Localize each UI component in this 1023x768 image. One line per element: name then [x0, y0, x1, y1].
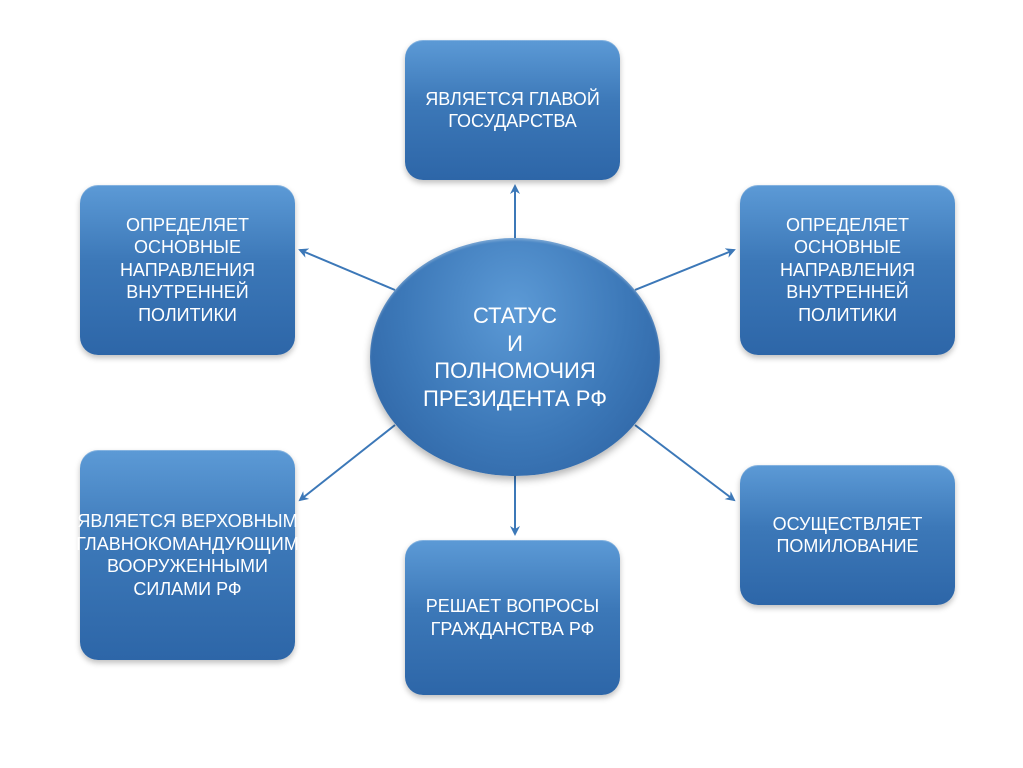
center-node: СТАТУСИПОЛНОМОЧИЯ ПРЕЗИДЕНТА РФ	[370, 238, 660, 476]
node-label: РЕШАЕТ ВОПРОСЫ ГРАЖДАНСТВА РФ	[413, 595, 612, 640]
node-lower-left: ЯВЛЯЕТСЯ ВЕРХОВНЫМ ГЛАВНОКОМАНДУЮЩИМ ВОО…	[80, 450, 295, 660]
node-upper-left: ОПРЕДЕЛЯЕТ ОСНОВНЫЕ НАПРАВЛЕНИЯ ВНУТРЕНН…	[80, 185, 295, 355]
connector-arrow	[635, 250, 734, 290]
node-upper-right: ОПРЕДЕЛЯЕТ ОСНОВНЫЕ НАПРАВЛЕНИЯ ВНУТРЕНН…	[740, 185, 955, 355]
node-top: ЯВЛЯЕТСЯ ГЛАВОЙ ГОСУДАРСТВА	[405, 40, 620, 180]
connector-arrow	[635, 425, 734, 500]
node-label: ОСУЩЕСТВЛЯЕТ ПОМИЛОВАНИЕ	[748, 513, 947, 558]
node-label: ЯВЛЯЕТСЯ ГЛАВОЙ ГОСУДАРСТВА	[413, 88, 612, 133]
connector-arrow	[300, 250, 395, 290]
node-label: ОПРЕДЕЛЯЕТ ОСНОВНЫЕ НАПРАВЛЕНИЯ ВНУТРЕНН…	[88, 214, 287, 327]
connector-arrow	[300, 425, 395, 500]
node-bottom: РЕШАЕТ ВОПРОСЫ ГРАЖДАНСТВА РФ	[405, 540, 620, 695]
node-label: ЯВЛЯЕТСЯ ВЕРХОВНЫМ ГЛАВНОКОМАНДУЮЩИМ ВОО…	[76, 510, 299, 600]
node-label: ОПРЕДЕЛЯЕТ ОСНОВНЫЕ НАПРАВЛЕНИЯ ВНУТРЕНН…	[748, 214, 947, 327]
center-node-label: СТАТУСИПОЛНОМОЧИЯ ПРЕЗИДЕНТА РФ	[378, 302, 652, 412]
node-lower-right: ОСУЩЕСТВЛЯЕТ ПОМИЛОВАНИЕ	[740, 465, 955, 605]
